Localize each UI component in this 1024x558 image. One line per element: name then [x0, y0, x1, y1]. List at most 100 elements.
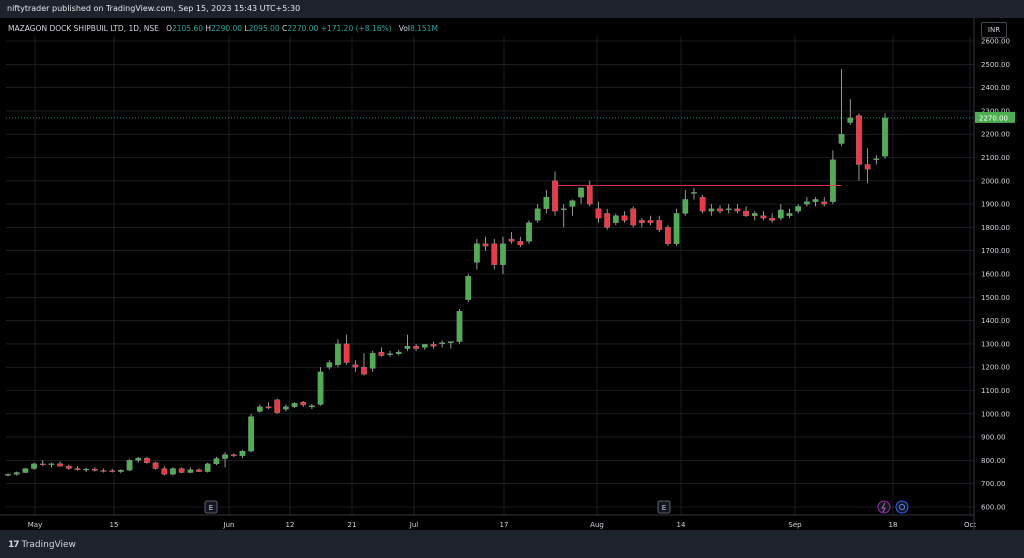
candle-up	[22, 468, 29, 473]
candle-up	[526, 222, 532, 242]
candle-down	[100, 470, 107, 472]
currency-button[interactable]: INR	[981, 22, 1007, 38]
candle-down	[734, 208, 741, 212]
x-tick-label: May	[28, 521, 42, 529]
candle-up	[560, 208, 567, 210]
candle-up	[248, 416, 254, 452]
chart-legend: MAZAGON DOCK SHIPBUIL LTD, 1D, NSE O2105…	[8, 24, 438, 33]
y-tick-label: 2000.00	[981, 177, 1010, 185]
candle-up	[317, 371, 324, 405]
candle-up	[239, 450, 246, 456]
candle-down	[699, 196, 706, 212]
candle-down	[647, 220, 654, 223]
candle-up	[474, 243, 480, 263]
candle-up	[126, 460, 133, 471]
y-tick-label: 800.00	[981, 457, 1006, 465]
candle-down	[152, 462, 159, 469]
candle-down	[65, 466, 72, 469]
candle-up	[873, 158, 880, 160]
legend-open-value: 2105.60	[171, 24, 203, 33]
candle-up	[335, 343, 341, 366]
x-tick-label: 15	[110, 521, 119, 529]
candle-up	[326, 362, 333, 368]
candle-down	[352, 364, 359, 368]
candle-up	[500, 243, 506, 265]
candle-down	[656, 220, 663, 230]
y-tick-label: 2100.00	[981, 154, 1010, 162]
candle-down	[109, 470, 116, 472]
publisher-text: niftytrader published on TradingView.com…	[7, 4, 301, 13]
candle-up	[786, 213, 793, 216]
tradingview-logo-text: TradingView	[21, 540, 76, 550]
candle-down	[265, 406, 272, 409]
footer-bar: 17 TradingView	[0, 530, 1024, 558]
candle-up	[465, 276, 472, 300]
candle-down	[552, 180, 558, 212]
candle-up	[222, 454, 228, 459]
x-tick-label: 17	[500, 521, 509, 529]
legend-close-label: C	[282, 24, 288, 33]
legend-close-value: 2270.00	[287, 24, 319, 33]
legend-volume-value: 8.151M	[409, 24, 438, 33]
candle-up	[83, 468, 89, 471]
split-icon[interactable]	[877, 500, 891, 514]
dividend-icon[interactable]	[895, 500, 909, 514]
candle-down	[300, 401, 307, 406]
candle-up	[612, 215, 619, 223]
candle-up	[48, 463, 55, 465]
candle-up	[291, 403, 298, 407]
candle-down	[430, 344, 437, 347]
x-tick-label: 21	[348, 521, 357, 529]
candle-up	[135, 457, 142, 461]
candle-up	[673, 213, 680, 244]
y-tick-label: 1100.00	[981, 387, 1010, 395]
candle-up	[804, 201, 810, 205]
candle-up	[751, 213, 758, 216]
candle-up	[283, 406, 289, 410]
earnings-marker[interactable]	[657, 500, 671, 514]
candle-up	[187, 469, 194, 473]
candle-up	[708, 208, 715, 212]
y-tick-label: 1800.00	[981, 224, 1010, 232]
y-tick-label: 1200.00	[981, 364, 1010, 372]
candle-up	[795, 206, 802, 212]
candle-down	[230, 454, 237, 456]
candle-down	[39, 463, 46, 466]
candle-down	[161, 468, 168, 475]
candle-down	[665, 227, 671, 244]
candle-down	[630, 208, 637, 226]
candle-down	[144, 457, 150, 463]
candle-up	[369, 353, 376, 369]
candle-up	[213, 458, 220, 465]
candle-up	[812, 199, 819, 202]
y-tick-label: 1300.00	[981, 340, 1010, 348]
candle-down	[821, 201, 828, 205]
candle-down	[361, 367, 367, 375]
earnings-marker-label: E	[209, 504, 213, 512]
candle-down	[517, 241, 524, 246]
candle-down	[595, 208, 602, 219]
y-tick-label: 1900.00	[981, 201, 1010, 209]
legend-high-value: 2290.00	[211, 24, 243, 33]
last-price-label: 2270.00	[979, 114, 1008, 122]
publisher-bar: niftytrader published on TradingView.com…	[0, 0, 1024, 18]
x-tick-label: Aug	[590, 521, 604, 529]
legend-low-value: 2095.00	[248, 24, 280, 33]
candle-up	[578, 187, 584, 198]
tradingview-logo[interactable]: 17 TradingView	[8, 540, 76, 550]
candle-up	[31, 463, 37, 469]
candle-up	[830, 159, 836, 202]
earnings-marker[interactable]	[204, 500, 218, 514]
candle-down	[91, 468, 98, 471]
candle-up	[404, 346, 411, 349]
candle-up	[447, 341, 454, 343]
candle-up	[395, 351, 402, 354]
candle-down	[378, 351, 385, 356]
candle-down	[769, 217, 775, 221]
candle-down	[586, 185, 593, 205]
candle-down	[743, 210, 749, 216]
legend-change: +171.20 (+8.16%)	[320, 24, 392, 33]
candle-up	[691, 192, 697, 194]
candle-up	[725, 208, 732, 210]
